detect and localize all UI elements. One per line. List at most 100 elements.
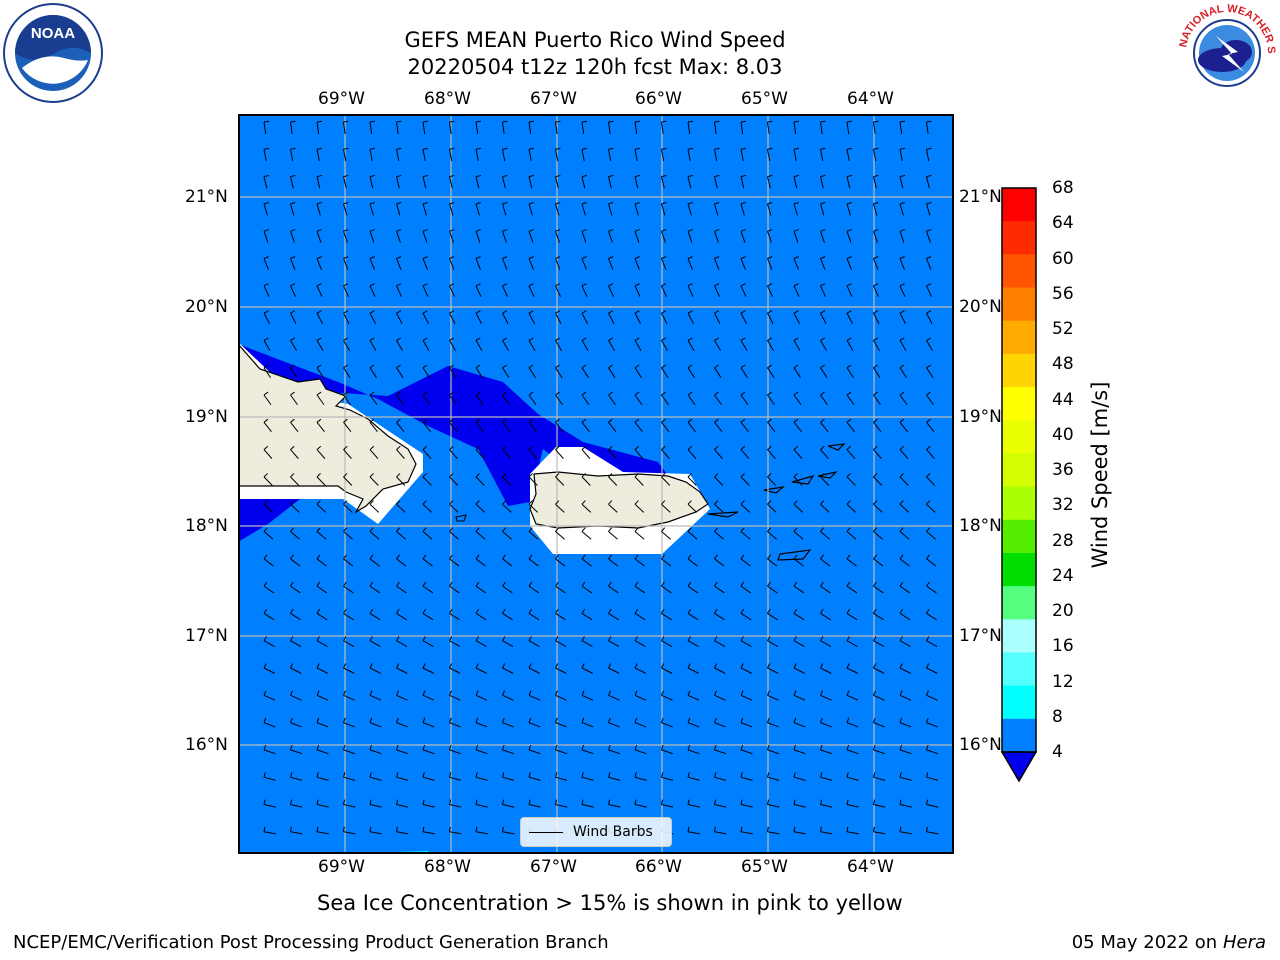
- colorbar-cell: [1002, 552, 1036, 587]
- wind-barb: [343, 120, 349, 134]
- wind-barb: [555, 256, 561, 270]
- wind-barb: [581, 202, 587, 216]
- wind-barb: [449, 772, 462, 781]
- wind-barb: [422, 500, 433, 513]
- wind-barb: [369, 554, 380, 567]
- wind-barb: [793, 772, 806, 781]
- wind-barb: [422, 283, 429, 297]
- wind-barb: [634, 202, 640, 216]
- wind-barb: [555, 717, 567, 728]
- wind-barb: [899, 744, 912, 755]
- wind-barb: [767, 256, 773, 270]
- wind-barb: [634, 690, 647, 701]
- wind-barb: [714, 500, 724, 513]
- wind-barb: [369, 229, 375, 243]
- wind-barb: [581, 310, 588, 324]
- wind-barb: [290, 554, 301, 567]
- wind-barb: [581, 256, 587, 270]
- wind-barb: [926, 445, 935, 459]
- wind-barb: [873, 500, 883, 513]
- wind-barb: [581, 663, 593, 674]
- wind-barb: [661, 147, 667, 162]
- wind-barb: [581, 473, 591, 486]
- wind-barb: [926, 391, 934, 406]
- wind-barb: [608, 120, 614, 134]
- wind-barb: [634, 283, 641, 297]
- wind-barb: [793, 554, 804, 567]
- wind-barb: [820, 445, 829, 459]
- wind-barb: [608, 500, 618, 513]
- wind-barb: [422, 391, 431, 406]
- wind-barb: [793, 310, 800, 324]
- wind-barb: [820, 744, 833, 755]
- wind-barb: [449, 120, 455, 134]
- wind-barb: [263, 229, 269, 243]
- wind-barb: [475, 283, 482, 297]
- wind-barb: [528, 147, 535, 162]
- wind-barb: [343, 283, 349, 297]
- wind-barb: [290, 636, 302, 648]
- wind-barb: [714, 772, 727, 781]
- lon-tick-top-2: 68°W: [424, 89, 471, 109]
- wind-barb: [767, 690, 779, 701]
- wind-barb: [687, 418, 696, 433]
- wind-barb: [290, 147, 296, 162]
- wind-barb: [793, 283, 800, 297]
- wind-barb: [634, 500, 645, 513]
- wind-barb: [661, 391, 669, 406]
- wind-barb: [528, 445, 538, 459]
- wind-barb: [820, 229, 826, 243]
- wind-barb: [873, 174, 879, 189]
- wind-barb: [449, 337, 456, 352]
- wind-barb: [422, 690, 435, 701]
- lat-tick-left-6: 16°N: [185, 735, 228, 755]
- wind-barb: [502, 663, 514, 674]
- wind-barb: [926, 500, 936, 513]
- wind-barb: [926, 473, 936, 486]
- wind-barb: [316, 229, 322, 243]
- wind-barb: [661, 581, 672, 594]
- wind-barb: [449, 310, 456, 324]
- wind-barb: [316, 636, 328, 648]
- wind-barb: [422, 445, 432, 459]
- wind-barb: [343, 690, 355, 701]
- wind-barb: [608, 772, 621, 781]
- wind-barb: [290, 799, 303, 808]
- wind-barb: [369, 500, 380, 513]
- lat-tick-left-2: 20°N: [185, 297, 228, 317]
- lat-tick-right-1: 21°N: [959, 187, 1002, 207]
- wind-barb: [316, 473, 326, 486]
- wind-barb: [820, 608, 831, 621]
- lon-tick-bottom-5: 65°W: [741, 857, 788, 877]
- wind-barb: [873, 608, 884, 621]
- wind-barb: [316, 717, 329, 728]
- wind-barb: [369, 663, 381, 674]
- wind-barb: [475, 663, 487, 674]
- wind-barb: [475, 229, 481, 243]
- wind-barb: [714, 147, 720, 162]
- wind-barb: [581, 445, 591, 459]
- wind-barb: [687, 283, 694, 297]
- colorbar-label: 64: [1052, 213, 1074, 234]
- wind-barb: [820, 527, 830, 540]
- wind-barb: [687, 690, 700, 701]
- wind-barb: [793, 445, 803, 459]
- lon-tick-top-5: 65°W: [741, 89, 788, 109]
- strong-wind-band-south: [238, 499, 300, 542]
- wind-barb: [475, 364, 483, 379]
- wind-barb: [263, 772, 276, 781]
- wind-barb: [555, 799, 568, 808]
- wind-barb: [793, 174, 799, 189]
- wind-barb: [263, 364, 271, 379]
- wind-barb: [263, 120, 270, 134]
- wind-barb: [767, 608, 778, 621]
- wind-barb: [873, 799, 886, 808]
- wind-barb: [687, 229, 693, 243]
- wind-barb: [926, 690, 938, 701]
- wind-barb: [263, 554, 274, 567]
- wind-barb: [767, 391, 775, 406]
- wind-barb: [687, 500, 698, 513]
- wind-barb: [899, 826, 912, 835]
- wind-barb: [581, 744, 594, 755]
- wind-barb: [475, 256, 481, 270]
